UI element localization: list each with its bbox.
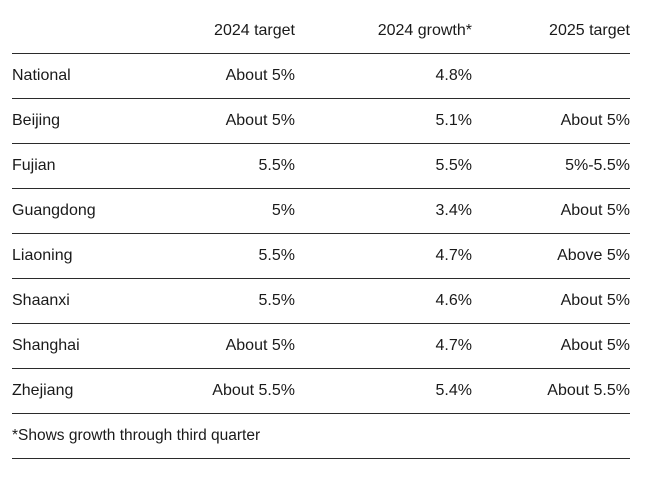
- region-cell: Zhejiang: [12, 382, 74, 399]
- target-2025-cell: About 5%: [560, 112, 630, 129]
- growth-2024-cell: 5.4%: [435, 382, 472, 399]
- region-cell: Liaoning: [12, 247, 73, 264]
- growth-targets-table: 2024 target 2024 growth* 2025 target Nat…: [12, 8, 630, 459]
- table-row: Guangdong 5% 3.4% About 5%: [12, 189, 630, 234]
- target-2025-cell: About 5%: [560, 337, 630, 354]
- region-cell: Shaanxi: [12, 292, 70, 309]
- table-row: Fujian 5.5% 5.5% 5%-5.5%: [12, 144, 630, 189]
- target-2024-cell: About 5.5%: [212, 382, 295, 399]
- target-2024-cell: About 5%: [225, 112, 295, 129]
- target-2025-cell: About 5.5%: [547, 382, 630, 399]
- growth-2024-cell: 5.5%: [435, 157, 472, 174]
- table-row: Shaanxi 5.5% 4.6% About 5%: [12, 279, 630, 324]
- growth-2024-cell: 4.7%: [435, 337, 472, 354]
- header-2024-target: 2024 target: [214, 21, 295, 39]
- target-2024-cell: About 5%: [225, 337, 295, 354]
- target-2025-cell: 5%-5.5%: [565, 157, 630, 174]
- table-row: Liaoning 5.5% 4.7% Above 5%: [12, 234, 630, 279]
- table-row: Beijing About 5% 5.1% About 5%: [12, 99, 630, 144]
- target-2024-cell: About 5%: [225, 67, 295, 84]
- region-cell: Beijing: [12, 112, 61, 129]
- region-cell: National: [12, 67, 71, 84]
- region-cell: Fujian: [12, 157, 56, 174]
- table-row: Shanghai About 5% 4.7% About 5%: [12, 324, 630, 369]
- target-2024-cell: 5.5%: [258, 292, 295, 309]
- region-cell: Guangdong: [12, 202, 96, 219]
- header-2025-target: 2025 target: [549, 21, 630, 39]
- target-2025-cell: About 5%: [560, 202, 630, 219]
- growth-2024-cell: 4.7%: [435, 247, 472, 264]
- target-2024-cell: 5.5%: [258, 157, 295, 174]
- table-row: National About 5% 4.8%: [12, 54, 630, 99]
- region-cell: Shanghai: [12, 337, 80, 354]
- header-2024-growth: 2024 growth*: [377, 21, 472, 39]
- footnote: *Shows growth through third quarter: [12, 427, 261, 444]
- table-header-row: 2024 target 2024 growth* 2025 target: [12, 8, 630, 54]
- target-2024-cell: 5.5%: [258, 247, 295, 264]
- target-2025-cell: Above 5%: [557, 247, 630, 264]
- growth-2024-cell: 4.6%: [435, 292, 472, 309]
- growth-2024-cell: 5.1%: [435, 112, 472, 129]
- target-2025-cell: About 5%: [560, 292, 630, 309]
- target-2024-cell: 5%: [271, 202, 295, 219]
- growth-2024-cell: 3.4%: [435, 202, 472, 219]
- growth-2024-cell: 4.8%: [435, 67, 472, 84]
- footnote-row: *Shows growth through third quarter: [12, 414, 630, 459]
- table-row: Zhejiang About 5.5% 5.4% About 5.5%: [12, 369, 630, 414]
